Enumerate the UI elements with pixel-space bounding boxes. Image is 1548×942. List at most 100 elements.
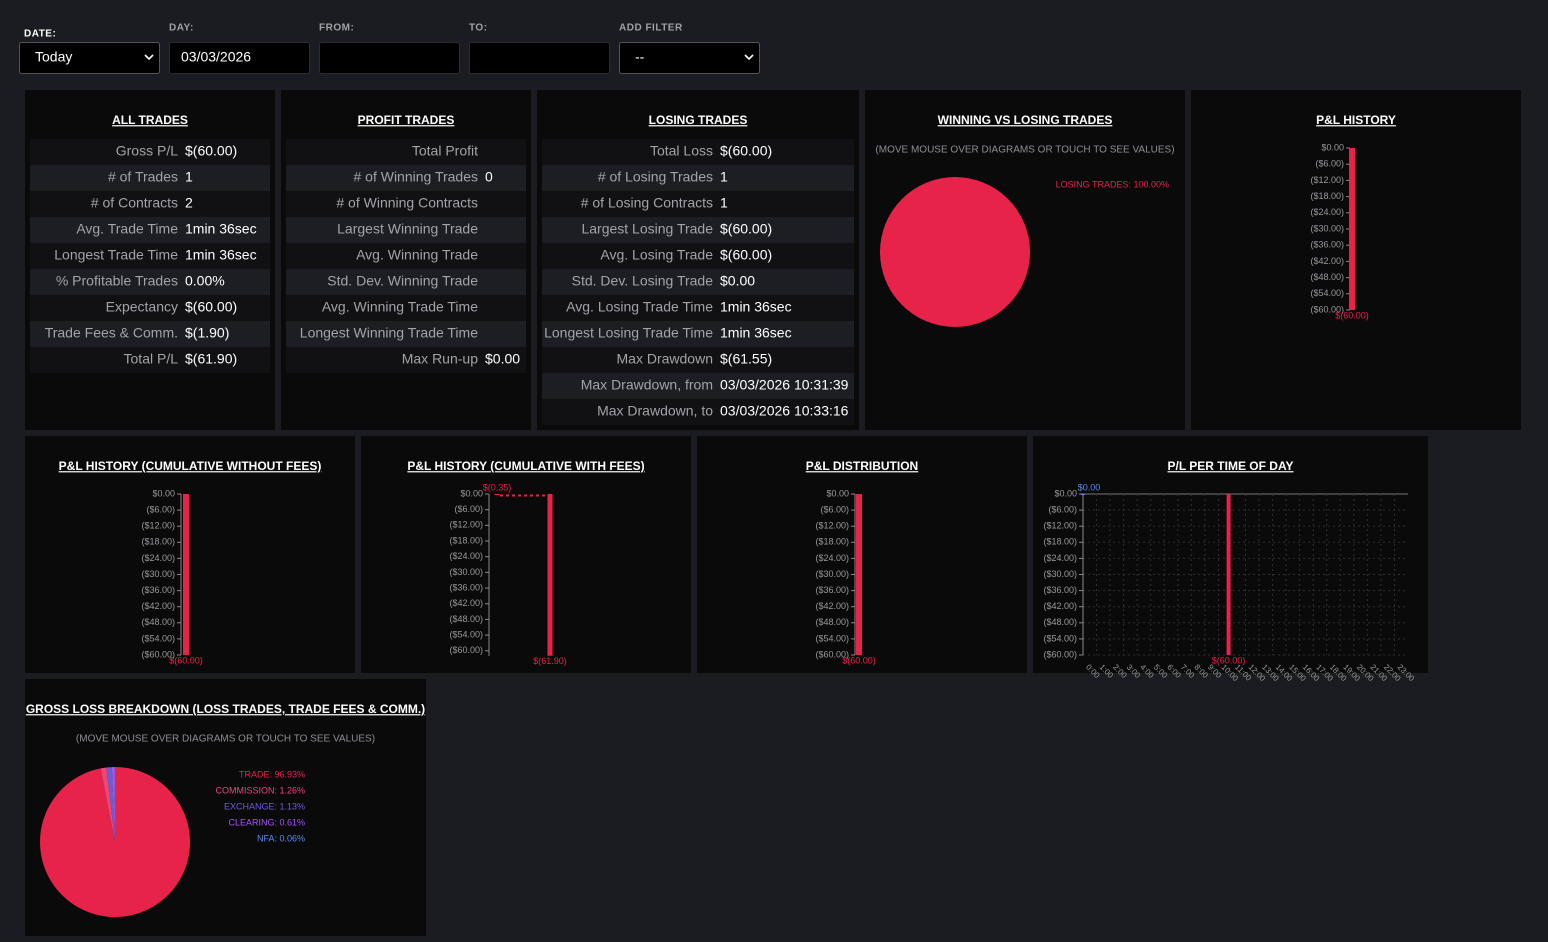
filter-label: DATE: (24, 29, 56, 40)
y-tick-label: ($6.00) (1315, 159, 1344, 169)
row-label: Trade Fees & Comm. (45, 325, 178, 341)
y-tick-label: $0.00 (460, 488, 483, 498)
y-tick-label: ($48.00) (1310, 272, 1344, 282)
row-label: Longest Winning Trade Time (300, 325, 478, 341)
table-row (542, 373, 854, 399)
y-tick-label: ($36.00) (815, 585, 849, 595)
table-row (30, 321, 270, 347)
row-value: 1 (720, 169, 728, 185)
y-tick-label: ($60.00) (1310, 304, 1344, 314)
row-label: # of Winning Contracts (336, 195, 478, 211)
y-tick-label: ($30.00) (141, 569, 175, 579)
y-tick-label: ($42.00) (141, 601, 175, 611)
input-value: -- (635, 49, 645, 65)
y-tick-label: ($6.00) (820, 504, 849, 514)
table-row (542, 399, 854, 425)
row-label: Total Loss (650, 143, 713, 159)
legend-entry: CLEARING: 0.61% (228, 817, 305, 827)
y-tick-label: ($60.00) (449, 645, 483, 655)
bar-label: $(0.35) (483, 482, 512, 492)
table-row (30, 243, 270, 269)
bar (1081, 494, 1085, 495)
row-value: 1min 36sec (185, 247, 257, 263)
row-label: Max Run-up (402, 351, 478, 367)
y-tick-label: ($42.00) (1043, 601, 1077, 611)
legend-entry: NFA: 0.06% (257, 833, 305, 843)
row-label: Max Drawdown (617, 351, 713, 367)
panel-title: LOSING TRADES (649, 113, 748, 127)
row-value: 0 (485, 169, 493, 185)
dropdown[interactable] (19, 42, 160, 74)
y-tick-label: ($42.00) (1310, 256, 1344, 266)
y-tick-label: ($12.00) (449, 520, 483, 530)
y-tick-label: ($60.00) (141, 649, 175, 659)
legend-entry: COMMISSION: 1.26% (215, 785, 305, 795)
y-tick-label: ($24.00) (1043, 553, 1077, 563)
row-value: 1 (720, 195, 728, 211)
y-tick-label: ($18.00) (1310, 191, 1344, 201)
filter-label: TO: (469, 23, 488, 34)
row-value: $(61.55) (720, 351, 772, 367)
panel-note: (MOVE MOUSE OVER DIAGRAMS OR TOUCH TO SE… (76, 734, 375, 745)
y-tick-label: ($24.00) (141, 553, 175, 563)
y-tick-label: ($48.00) (815, 617, 849, 627)
pie-slice (111, 767, 115, 842)
panel-title: P&L HISTORY (CUMULATIVE WITHOUT FEES) (59, 459, 322, 473)
panel (1191, 90, 1521, 430)
y-tick-label: $0.00 (1054, 488, 1077, 498)
y-tick-label: ($54.00) (449, 629, 483, 639)
bar (547, 494, 553, 656)
row-label: % Profitable Trades (56, 273, 178, 289)
pie-slice (106, 767, 115, 842)
y-tick-label: ($30.00) (815, 569, 849, 579)
y-tick-label: ($12.00) (141, 521, 175, 531)
y-tick-label: ($24.00) (1310, 207, 1344, 217)
text-input[interactable] (469, 42, 610, 74)
text-input[interactable] (169, 42, 310, 74)
panel-title: P&L DISTRIBUTION (806, 459, 918, 473)
y-tick-label: ($54.00) (141, 633, 175, 643)
row-label: Avg. Winning Trade (356, 247, 478, 263)
table-row (286, 321, 526, 347)
y-tick-label: $0.00 (826, 488, 849, 498)
text-input[interactable] (319, 42, 460, 74)
y-tick-label: ($12.00) (815, 521, 849, 531)
y-tick-label: ($18.00) (815, 537, 849, 547)
table-row (286, 139, 526, 165)
dropdown[interactable] (619, 42, 760, 74)
row-label: Max Drawdown, to (597, 403, 713, 419)
row-value: $(61.90) (185, 351, 237, 367)
y-tick-label: ($24.00) (449, 551, 483, 561)
table-row (30, 295, 270, 321)
table-row (30, 269, 270, 295)
panel-title: PROFIT TRADES (358, 113, 455, 127)
row-label: Total P/L (124, 351, 179, 367)
table-row (286, 295, 526, 321)
table-row (286, 347, 526, 373)
panel-title: P&L HISTORY (CUMULATIVE WITH FEES) (407, 459, 644, 473)
y-tick-label: ($42.00) (815, 601, 849, 611)
table-row (30, 217, 270, 243)
input-value: Today (35, 49, 72, 65)
y-tick-label: ($42.00) (449, 598, 483, 608)
row-value: 1min 36sec (185, 221, 257, 237)
row-label: # of Losing Trades (598, 169, 713, 185)
row-label: Avg. Winning Trade Time (322, 299, 478, 315)
table-row (542, 269, 854, 295)
row-label: Largest Losing Trade (581, 221, 713, 237)
row-label: # of Losing Contracts (581, 195, 713, 211)
y-tick-label: ($6.00) (1048, 504, 1077, 514)
table-row (542, 139, 854, 165)
row-label: # of Trades (108, 169, 178, 185)
row-label: Longest Trade Time (54, 247, 178, 263)
y-tick-label: ($24.00) (815, 553, 849, 563)
table-row (286, 269, 526, 295)
table-row (286, 191, 526, 217)
y-tick-label: ($6.00) (454, 504, 483, 514)
table-row (542, 347, 854, 373)
panel-title: GROSS LOSS BREAKDOWN (LOSS TRADES, TRADE… (26, 702, 425, 716)
row-value: $(60.00) (185, 299, 237, 315)
legend-entry: TRADE: 96.93% (239, 769, 305, 779)
